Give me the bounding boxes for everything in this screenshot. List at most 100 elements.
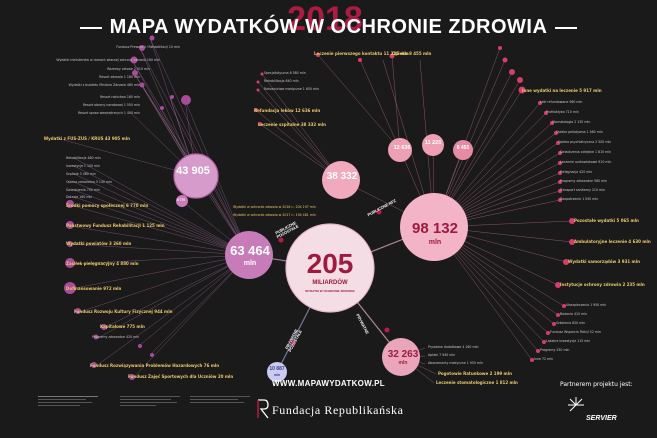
label-bottom-highlight: Pogotowie Ratunkowe 2 199 mln — [438, 371, 512, 376]
hub-private-unit: mln — [398, 360, 408, 366]
label-top: Ratownictwo medyczne 1 650 mln — [264, 87, 319, 91]
label-left: Szpitale 3 480 mln — [66, 172, 96, 176]
center-note-2016: Wydatki w ochronie zdrowia w 2016 r.: 20… — [233, 205, 316, 209]
label-left: Opieka zdrowotna 5 140 mln — [66, 180, 112, 184]
spoke-line — [73, 173, 250, 256]
footnote-block — [120, 394, 180, 408]
label-right: Programy zdrowotne 580 mln — [560, 179, 608, 183]
label-left: Rehabilitacja 480 mln — [66, 156, 101, 160]
footnote-block — [190, 394, 250, 405]
label-right: Opieka psychiatryczna 2 500 mln — [558, 140, 612, 144]
node-38332-circle — [322, 161, 360, 199]
label-left: Resort spraw wewnętrznych 1 400 mln — [77, 111, 140, 115]
node-dot — [546, 331, 550, 335]
label-bottom-highlight: Leczenie stomatologiczne 1 812 mln — [436, 380, 518, 385]
spoke-line — [391, 55, 401, 151]
hub-public-other — [225, 231, 273, 279]
spoke-line — [317, 54, 401, 151]
label-right-highlight: Instytucje ochrony zdrowia 2 235 mln — [560, 282, 645, 287]
website-link[interactable]: WWW.MAPAWYDATKOW.PL — [272, 379, 385, 388]
label-top-highlight: Refundacja leków 12 636 mln — [254, 108, 321, 113]
label-right: Leki refundowane 960 mln — [540, 100, 583, 104]
node-dot — [139, 45, 145, 51]
spoke-line — [261, 73, 342, 181]
label-right: Profilaktyka 710 mln — [546, 110, 579, 114]
center-node — [285, 223, 375, 313]
node-43905-circle — [173, 153, 219, 199]
center-note-2017: Wydatki w ochronie zdrowia w 2017 r.: 19… — [233, 213, 316, 217]
node-dot — [139, 82, 145, 88]
label-left-highlight: Państwowy Fundusz Rehabilitacji 1 125 ml… — [66, 223, 165, 228]
node-dot — [562, 304, 566, 308]
spoke-line — [69, 243, 250, 256]
label-left: Resort obrony narodowej 1 550 mln — [82, 103, 140, 107]
label-left: Fundusz Prewencji i Rehabilitacji 10 mln — [116, 45, 180, 49]
label-right-highlight: Inne wydatki na leczenie 5 917 mln — [522, 88, 602, 93]
node-12636-circle — [388, 138, 412, 162]
hub-public-other-value: 63 464 — [230, 243, 270, 258]
spoke-line — [73, 196, 250, 256]
label-left: Wydatki z budżetu Ministra Zdrowia 460 m… — [68, 83, 140, 87]
spoke-line — [257, 81, 342, 181]
hub-public-other-unit: mln — [243, 260, 257, 267]
node-dot — [542, 340, 546, 344]
node-dot — [256, 88, 260, 92]
node-dot — [170, 95, 174, 99]
year-watermark: 2018 — [287, 0, 363, 38]
node-43905: 43 905 — [176, 165, 210, 177]
node-11225-circle — [422, 134, 444, 156]
node-dot — [75, 308, 81, 314]
label-right: Transport sanitarny 210 mln — [560, 188, 605, 192]
label-top: Rehabilitacja 640 mln — [264, 79, 299, 83]
label-right: Inne 72 mln — [534, 357, 554, 361]
label-right-highlight: Ambulatoryjne leczenie 4 630 mln — [574, 239, 651, 244]
node-dot — [558, 189, 562, 193]
node-dot — [358, 58, 362, 62]
label-left-highlight: Zasiłek pielęgnacyjny 4 880 mln — [66, 261, 139, 266]
spoke-line — [69, 225, 250, 256]
spoke-line — [69, 254, 250, 290]
node-6770-circle — [176, 195, 188, 207]
node-dot — [556, 141, 560, 145]
sponsor-name: SERVIER — [586, 415, 617, 422]
label-left-highlight: Kapitałowe 775 mln — [100, 324, 145, 329]
spoke-line — [105, 254, 250, 328]
label-right: Programy 250 mln — [540, 348, 570, 352]
node-dot — [536, 349, 540, 353]
hub-nfz-value: 98 132 — [412, 220, 458, 237]
label-bottom: Prywatne dodatkowe 4 160 mln — [428, 345, 479, 349]
node-dot — [129, 374, 135, 380]
footnote-block — [38, 394, 98, 408]
title-dash-right — [555, 26, 578, 29]
spoke-line — [69, 204, 250, 256]
spoke-line — [133, 254, 250, 378]
label-left: Resort zdrowia 1 180 mln — [99, 75, 140, 79]
node-dot — [316, 53, 320, 57]
label-left: Resort rolnictwa 160 mln — [100, 95, 140, 99]
arrow-icon — [376, 209, 382, 215]
node-dot — [563, 259, 569, 265]
node-dot — [67, 241, 73, 247]
node-dot — [569, 218, 575, 224]
hub-private-other — [267, 362, 287, 382]
node-dot — [538, 101, 542, 105]
label-right: Badania 410 mln — [560, 312, 588, 316]
node-12636: 12 636 — [393, 145, 411, 151]
node-dot — [256, 80, 260, 84]
hub-nfz-unit: mln — [428, 239, 442, 246]
hub-private-other-unit: mln — [273, 373, 281, 377]
organization-name: Fundacja Republikańska — [272, 403, 404, 417]
spoke-line — [79, 254, 250, 313]
page-title: MAPA WYDATKÓW W OCHRONIE ZDROWIA — [0, 16, 657, 39]
label-right: Stomatologia 2 130 mln — [552, 120, 591, 124]
node-11225: 11 225 — [424, 140, 442, 146]
label-left-highlight: Wydatki z FUS-ZUS / KRUS 43 905 mln — [43, 136, 130, 141]
label-right: Szkolenia 620 mln — [556, 321, 586, 325]
spoke-line — [149, 37, 250, 256]
node-dot — [389, 53, 395, 59]
node-dot — [93, 334, 99, 340]
node-dot — [65, 258, 75, 268]
node-8455: 8 455 — [456, 145, 470, 151]
spoke-line — [59, 138, 197, 177]
